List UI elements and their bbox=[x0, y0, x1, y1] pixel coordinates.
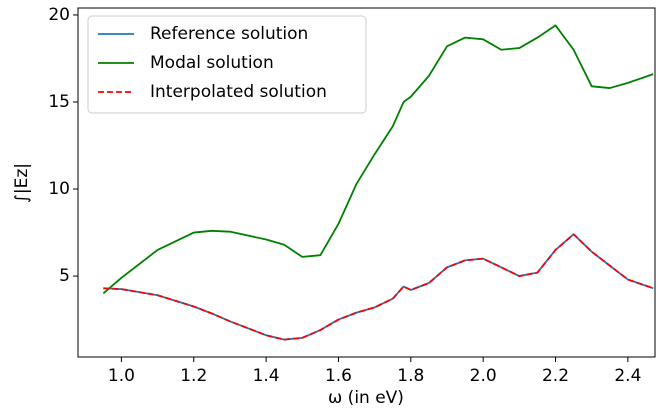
plot-frame bbox=[77, 7, 656, 358]
x-tick-label: 1.0 bbox=[108, 366, 135, 386]
y-axis-label: ∫|Ez| bbox=[12, 163, 32, 203]
y-tick-label: 10 bbox=[48, 179, 70, 199]
y-tick-label: 20 bbox=[48, 5, 70, 25]
y-tick-label: 15 bbox=[48, 92, 70, 112]
x-tick-label: 1.6 bbox=[325, 366, 352, 386]
legend-label: Modal solution bbox=[150, 53, 274, 73]
series-line bbox=[102, 24, 654, 295]
x-tick-label: 1.8 bbox=[397, 366, 424, 386]
series-line bbox=[103, 233, 654, 341]
x-tick-label: 1.2 bbox=[180, 366, 207, 386]
x-tick-label: 1.4 bbox=[253, 366, 280, 386]
x-tick-label: 2.4 bbox=[614, 366, 641, 386]
legend-box bbox=[87, 15, 367, 114]
x-tick-label: 2.2 bbox=[542, 366, 569, 386]
x-tick-label: 2.0 bbox=[470, 366, 497, 386]
legend-label: Reference solution bbox=[150, 24, 308, 44]
series-line bbox=[103, 233, 654, 341]
legend-label: Interpolated solution bbox=[150, 82, 327, 102]
x-axis-label: ω (in eV) bbox=[328, 388, 404, 408]
y-tick-label: 5 bbox=[59, 266, 70, 286]
